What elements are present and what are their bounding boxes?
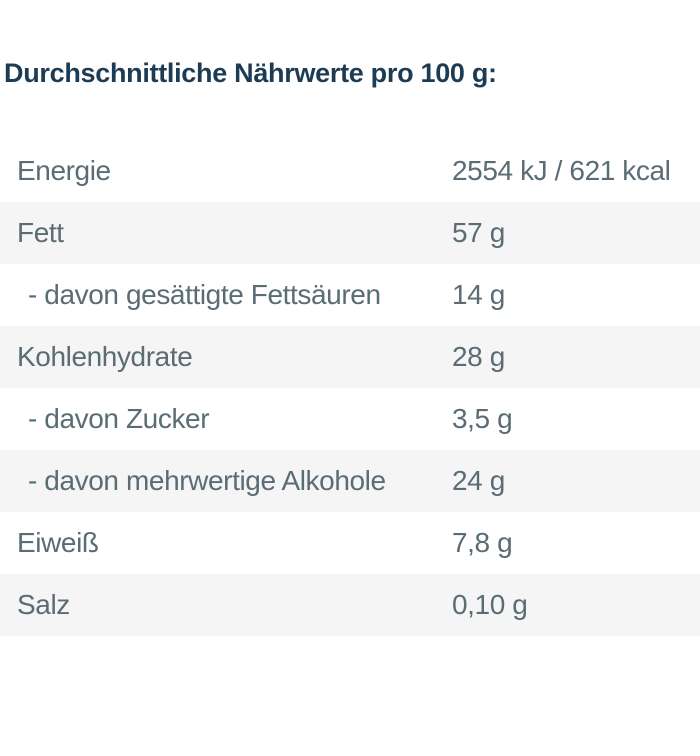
nutrient-label: - davon mehrwertige Alkohole (28, 465, 386, 496)
nutrient-value: 14 g (452, 279, 505, 310)
table-row: Energie 2554 kJ / 621 kcal (0, 140, 700, 202)
nutrient-label: Eiweiß (17, 527, 99, 558)
nutrient-label: - davon Zucker (28, 403, 210, 434)
table-row: Salz 0,10 g (0, 574, 700, 636)
table-row: - davon mehrwertige Alkohole 24 g (0, 450, 700, 512)
nutrient-label: Salz (17, 589, 70, 620)
nutrient-value: 28 g (452, 341, 505, 372)
table-row: - davon Zucker 3,5 g (0, 388, 700, 450)
nutrient-value: 57 g (452, 217, 505, 248)
nutrient-label: - davon gesättigte Fettsäuren (28, 279, 381, 310)
nutrient-label: Kohlenhydrate (17, 341, 193, 372)
nutrient-value: 24 g (452, 465, 505, 496)
nutrient-value: 0,10 g (452, 589, 528, 620)
nutrient-value: 3,5 g (452, 403, 513, 434)
nutrient-label: Energie (17, 155, 111, 186)
table-row: Eiweiß 7,8 g (0, 512, 700, 574)
nutrition-panel: Durchschnittliche Nährwerte pro 100 g: E… (0, 56, 700, 756)
table-row: Kohlenhydrate 28 g (0, 326, 700, 388)
table-row: Fett 57 g (0, 202, 700, 264)
nutrient-label: Fett (17, 217, 64, 248)
nutrition-table: Energie 2554 kJ / 621 kcal Fett 57 g - d… (0, 140, 700, 636)
nutrient-value: 2554 kJ / 621 kcal (452, 155, 671, 186)
table-row: - davon gesättigte Fettsäuren 14 g (0, 264, 700, 326)
nutrient-value: 7,8 g (452, 527, 513, 558)
nutrition-heading: Durchschnittliche Nährwerte pro 100 g: (4, 58, 497, 88)
